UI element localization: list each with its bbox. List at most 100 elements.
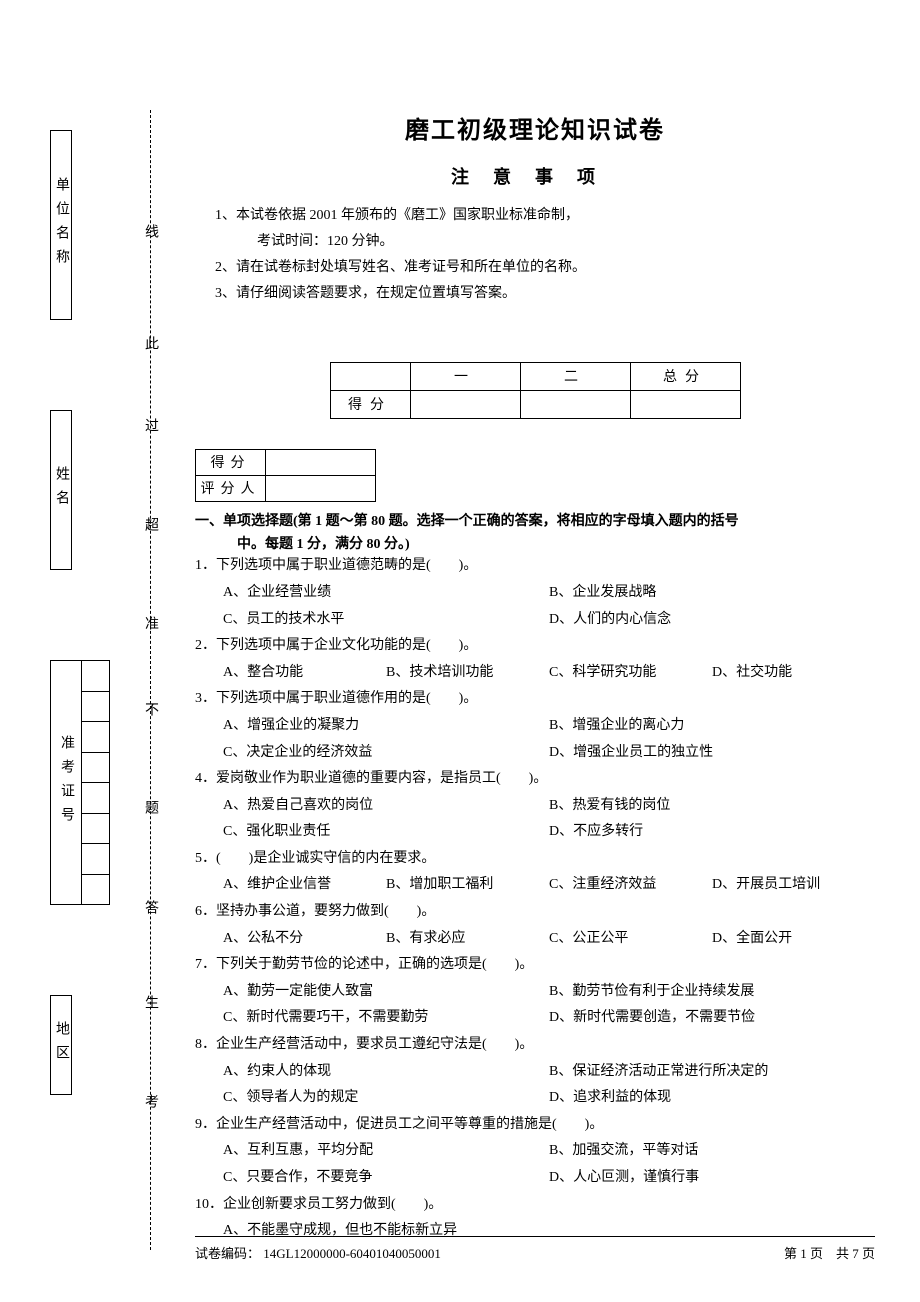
exam-id-cell[interactable] bbox=[82, 661, 109, 692]
question-options: A、公私不分B、有求必应C、公正公平D、全面公开 bbox=[195, 926, 875, 953]
score-row-label: 得分 bbox=[330, 390, 410, 418]
dashed-char: 不 bbox=[140, 702, 160, 716]
footer-left: 试卷编码： 14GL12000000-60401040050001 bbox=[195, 1243, 441, 1262]
notes-block: 1、本试卷依据 2001 年颁布的《磨工》国家职业标准命制， 考试时间：120 … bbox=[215, 203, 875, 307]
question-option[interactable]: C、强化职业责任 bbox=[223, 819, 549, 846]
question-stem: 6．坚持办事公道，要努力做到( )。 bbox=[195, 899, 875, 926]
exam-id-cell[interactable] bbox=[82, 722, 109, 753]
question-stem: 2．下列选项中属于企业文化功能的是( )。 bbox=[195, 633, 875, 660]
score-header-2: 二 bbox=[520, 362, 630, 390]
question-option[interactable]: B、技术培训功能 bbox=[386, 660, 549, 687]
question-option[interactable]: D、人心叵测，谨慎行事 bbox=[549, 1165, 875, 1192]
side-box-region: 地区 bbox=[50, 995, 72, 1095]
question-option[interactable]: C、公正公平 bbox=[549, 926, 712, 953]
score-cell-total[interactable] bbox=[630, 390, 740, 418]
side-box-name: 姓名 bbox=[50, 410, 72, 570]
question-option[interactable]: C、领导者人为的规定 bbox=[223, 1085, 549, 1112]
dashed-char: 此 bbox=[140, 336, 160, 350]
section-heading-2: 中。每题 1 分，满分 80 分。) bbox=[195, 533, 875, 553]
question-stem: 3．下列选项中属于职业道德作用的是( )。 bbox=[195, 686, 875, 713]
question-option[interactable]: B、加强交流，平等对话 bbox=[549, 1138, 875, 1165]
question-option[interactable]: A、公私不分 bbox=[223, 926, 386, 953]
question-option[interactable]: B、保证经济活动正常进行所决定的 bbox=[549, 1059, 875, 1086]
question-stem: 10．企业创新要求员工努力做到( )。 bbox=[195, 1192, 875, 1219]
question-options: A、维护企业信誉B、增加职工福利C、注重经济效益D、开展员工培训 bbox=[195, 872, 875, 899]
side-box-region-label: 地区 bbox=[51, 1021, 71, 1069]
question-option[interactable]: D、开展员工培训 bbox=[712, 872, 875, 899]
dashed-char: 题 bbox=[140, 800, 160, 814]
question-option[interactable]: A、热爱自己喜欢的岗位 bbox=[223, 793, 549, 820]
score-cell-1[interactable] bbox=[410, 390, 520, 418]
dashed-char: 超 bbox=[140, 517, 160, 531]
page-title: 磨工初级理论知识试卷 bbox=[195, 110, 875, 145]
question-option[interactable]: D、全面公开 bbox=[712, 926, 875, 953]
question-stem: 9．企业生产经营活动中，促进员工之间平等尊重的措施是( )。 bbox=[195, 1112, 875, 1139]
mini-score-table: 得分 评分人 bbox=[195, 449, 376, 502]
mini-defen-val[interactable] bbox=[266, 449, 376, 475]
question-option[interactable]: C、科学研究功能 bbox=[549, 660, 712, 687]
question-option[interactable]: B、增强企业的离心力 bbox=[549, 713, 875, 740]
question-option[interactable]: B、勤劳节俭有利于企业持续发展 bbox=[549, 979, 875, 1006]
page-subtitle: 注意事项 bbox=[195, 163, 875, 189]
page-footer: 试卷编码： 14GL12000000-60401040050001 第 1 页 … bbox=[195, 1236, 875, 1262]
mini-pingfenren-val[interactable] bbox=[266, 475, 376, 501]
note-2: 2、请在试卷标封处填写姓名、准考证号和所在单位的名称。 bbox=[215, 255, 875, 281]
exam-id-cell[interactable] bbox=[82, 875, 109, 905]
question-option[interactable]: C、只要合作，不要竞争 bbox=[223, 1165, 549, 1192]
score-header-total: 总分 bbox=[630, 362, 740, 390]
questions-block: 1．下列选项中属于职业道德范畴的是( )。A、企业经营业绩B、企业发展战略C、员… bbox=[195, 553, 875, 1244]
question-option[interactable]: D、人们的内心信念 bbox=[549, 607, 875, 634]
side-panel: 单位名称 姓名 准考证号 地区 bbox=[50, 130, 110, 1185]
mini-pingfenren-label: 评分人 bbox=[196, 475, 266, 501]
side-box-name-label: 姓名 bbox=[51, 466, 71, 514]
side-box-exam-id: 准考证号 bbox=[50, 660, 110, 905]
exam-id-cell[interactable] bbox=[82, 692, 109, 723]
note-1: 1、本试卷依据 2001 年颁布的《磨工》国家职业标准命制， bbox=[215, 203, 875, 229]
exam-id-cell[interactable] bbox=[82, 814, 109, 845]
question-option[interactable]: C、决定企业的经济效益 bbox=[223, 740, 549, 767]
question-stem: 4．爱岗敬业作为职业道德的重要内容，是指员工( )。 bbox=[195, 766, 875, 793]
question-option[interactable]: C、新时代需要巧干，不需要勤劳 bbox=[223, 1005, 549, 1032]
dashed-char: 生 bbox=[140, 995, 160, 1009]
question-option[interactable]: A、整合功能 bbox=[223, 660, 386, 687]
side-box-unit-label: 单位名称 bbox=[51, 177, 71, 273]
question-option[interactable]: A、企业经营业绩 bbox=[223, 580, 549, 607]
mini-defen-label: 得分 bbox=[196, 449, 266, 475]
note-1b: 考试时间：120 分钟。 bbox=[257, 229, 875, 255]
question-option[interactable]: A、勤劳一定能使人致富 bbox=[223, 979, 549, 1006]
question-option[interactable]: A、约束人的体现 bbox=[223, 1059, 549, 1086]
exam-id-cell[interactable] bbox=[82, 783, 109, 814]
question-option[interactable]: B、增加职工福利 bbox=[386, 872, 549, 899]
exam-id-cell[interactable] bbox=[82, 753, 109, 784]
question-option[interactable]: B、有求必应 bbox=[386, 926, 549, 953]
score-header-blank bbox=[330, 362, 410, 390]
question-stem: 5．( )是企业诚实守信的内在要求。 bbox=[195, 846, 875, 873]
question-option[interactable]: B、热爱有钱的岗位 bbox=[549, 793, 875, 820]
question-option[interactable]: C、员工的技术水平 bbox=[223, 607, 549, 634]
score-cell-2[interactable] bbox=[520, 390, 630, 418]
question-option[interactable]: A、互利互惠，平均分配 bbox=[223, 1138, 549, 1165]
question-options: A、勤劳一定能使人致富B、勤劳节俭有利于企业持续发展C、新时代需要巧干，不需要勤… bbox=[195, 979, 875, 1032]
dashed-seal-line bbox=[150, 110, 151, 1250]
question-option[interactable]: D、增强企业员工的独立性 bbox=[549, 740, 875, 767]
question-options: A、约束人的体现B、保证经济活动正常进行所决定的C、领导者人为的规定D、追求利益… bbox=[195, 1059, 875, 1112]
question-option[interactable]: A、增强企业的凝聚力 bbox=[223, 713, 549, 740]
main-content: 磨工初级理论知识试卷 注意事项 1、本试卷依据 2001 年颁布的《磨工》国家职… bbox=[195, 110, 875, 1245]
question-stem: 7．下列关于勤劳节俭的论述中，正确的选项是( )。 bbox=[195, 952, 875, 979]
section-heading-1: 一、单项选择题(第 1 题～第 80 题。选择一个正确的答案，将相应的字母填入题… bbox=[195, 510, 875, 534]
dashed-char: 准 bbox=[140, 616, 160, 630]
note-3: 3、请仔细阅读答题要求，在规定位置填写答案。 bbox=[215, 281, 875, 307]
question-options: A、热爱自己喜欢的岗位B、热爱有钱的岗位C、强化职业责任D、不应多转行 bbox=[195, 793, 875, 846]
question-option[interactable]: D、追求利益的体现 bbox=[549, 1085, 875, 1112]
dashed-char: 过 bbox=[140, 418, 160, 432]
dashed-char: 考 bbox=[140, 1094, 160, 1108]
question-option[interactable]: A、维护企业信誉 bbox=[223, 872, 386, 899]
score-table: 一 二 总分 得分 bbox=[330, 362, 741, 419]
question-option[interactable]: D、新时代需要创造，不需要节俭 bbox=[549, 1005, 875, 1032]
question-option[interactable]: D、社交功能 bbox=[712, 660, 875, 687]
footer-right: 第 1 页 共 7 页 bbox=[784, 1243, 875, 1262]
question-option[interactable]: D、不应多转行 bbox=[549, 819, 875, 846]
question-option[interactable]: B、企业发展战略 bbox=[549, 580, 875, 607]
question-option[interactable]: C、注重经济效益 bbox=[549, 872, 712, 899]
exam-id-cell[interactable] bbox=[82, 844, 109, 875]
